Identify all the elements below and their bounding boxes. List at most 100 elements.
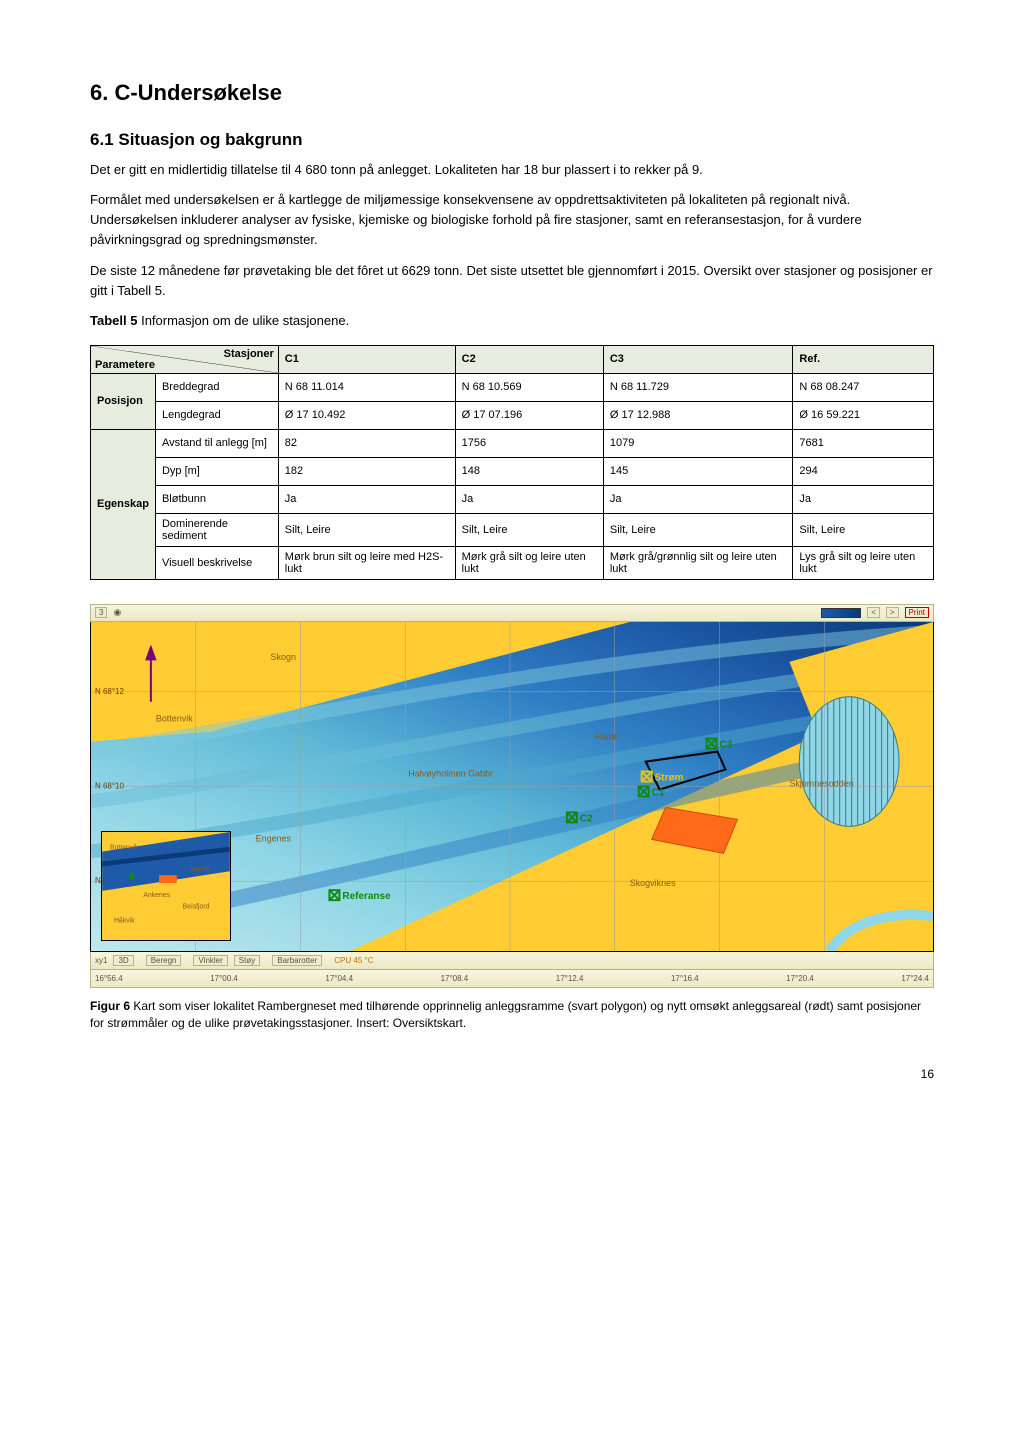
cell: 7681 — [793, 429, 934, 457]
cell: 182 — [278, 457, 455, 485]
cell: Mørk grå/grønnlig silt og leire uten luk… — [603, 546, 793, 579]
row-label: Dominerende sediment — [155, 513, 278, 546]
cell: Mørk brun silt og leire med H2S-lukt — [278, 546, 455, 579]
cell: Ja — [455, 485, 603, 513]
cell: Ja — [278, 485, 455, 513]
toolbar-bullet-icon: ◉ — [113, 607, 121, 618]
svg-text:C2: C2 — [580, 813, 593, 824]
svg-text:C1: C1 — [652, 787, 665, 798]
svg-text:N 68°12: N 68°12 — [95, 687, 124, 696]
table-row: Lengdegrad Ø 17 10.492 Ø 17 07.196 Ø 17 … — [91, 401, 934, 429]
cell: Silt, Leire — [278, 513, 455, 546]
cell: 1756 — [455, 429, 603, 457]
col-header: C3 — [603, 345, 793, 373]
table-caption: Tabell 5 Informasjon om de ulike stasjon… — [90, 311, 934, 331]
svg-text:Håkvik: Håkvik — [114, 916, 135, 924]
row-label: Lengdegrad — [155, 401, 278, 429]
cell: 294 — [793, 457, 934, 485]
body-para: Formålet med undersøkelsen er å kartlegg… — [90, 190, 934, 250]
map-toolbar: 3 ◉ < > Print — [90, 604, 934, 622]
col-header: C1 — [278, 345, 455, 373]
cell: 145 — [603, 457, 793, 485]
table-caption-prefix: Tabell 5 — [90, 313, 137, 328]
cell: Silt, Leire — [793, 513, 934, 546]
svg-text:Skogn: Skogn — [271, 652, 296, 662]
cell: Ø 16 59.221 — [793, 401, 934, 429]
table-row: Stasjoner Parametere C1 C2 C3 Ref. — [91, 345, 934, 373]
depth-legend-icon — [821, 608, 861, 618]
lon-tick: 16°56.4 — [95, 974, 123, 983]
status-xy: xy1 — [95, 956, 107, 965]
lon-tick: 17°12.4 — [556, 974, 584, 983]
cell: Silt, Leire — [455, 513, 603, 546]
lon-tick: 17°16.4 — [671, 974, 699, 983]
svg-text:C3: C3 — [720, 740, 733, 751]
row-label: Dyp [m] — [155, 457, 278, 485]
svg-text:Beisfjord: Beisfjord — [183, 904, 210, 911]
row-label: Bløtbunn — [155, 485, 278, 513]
svg-text:Ankenes: Ankenes — [143, 892, 170, 899]
table-row: Egenskap Avstand til anlegg [m] 82 1756 … — [91, 429, 934, 457]
status-chip[interactable]: Støy — [234, 955, 260, 966]
svg-text:Strøm: Strøm — [655, 773, 684, 784]
status-chip[interactable]: Vinkler — [193, 955, 227, 966]
lon-tick: 17°24.4 — [901, 974, 929, 983]
lon-tick: 17°08.4 — [441, 974, 469, 983]
svg-text:Bottenvik: Bottenvik — [110, 845, 139, 852]
lon-tick: 17°00.4 — [210, 974, 238, 983]
row-label: Avstand til anlegg [m] — [155, 429, 278, 457]
cell: 1079 — [603, 429, 793, 457]
row-group: Posisjon — [91, 373, 156, 429]
cell: Ø 17 12.988 — [603, 401, 793, 429]
cell: N 68 08.247 — [793, 373, 934, 401]
col-header: Ref. — [793, 345, 934, 373]
svg-text:Hamn: Hamn — [595, 732, 619, 742]
toolbar-zoom[interactable]: 3 — [95, 607, 107, 618]
inset-map: Bottenvik Narvik Ankenes Beisfjord Håkvi… — [101, 831, 231, 941]
body-para: Det er gitt en midlertidig tillatelse ti… — [90, 160, 934, 180]
lon-tick: 17°04.4 — [325, 974, 353, 983]
map-lon-ticks: 16°56.4 17°00.4 17°04.4 17°08.4 17°12.4 … — [90, 970, 934, 988]
row-label: Breddegrad — [155, 373, 278, 401]
cell: Ja — [603, 485, 793, 513]
cell: 148 — [455, 457, 603, 485]
lon-tick: 17°20.4 — [786, 974, 814, 983]
section-heading: 6.1 Situasjon og bakgrunn — [90, 130, 934, 150]
table-row: Bløtbunn Ja Ja Ja Ja — [91, 485, 934, 513]
cell: Ja — [793, 485, 934, 513]
page-title: 6. C-Undersøkelse — [90, 80, 934, 106]
cell: 82 — [278, 429, 455, 457]
svg-text:N 68°10: N 68°10 — [95, 781, 124, 790]
cell: N 68 11.729 — [603, 373, 793, 401]
cell: N 68 10.569 — [455, 373, 603, 401]
svg-text:Skogviknes: Skogviknes — [630, 878, 676, 888]
cell: Lys grå silt og leire uten lukt — [793, 546, 934, 579]
table-caption-text: Informasjon om de ulike stasjonene. — [141, 313, 349, 328]
figure-caption: Figur 6 Kart som viser lokalitet Ramberg… — [90, 998, 934, 1033]
table-row: Dominerende sediment Silt, Leire Silt, L… — [91, 513, 934, 546]
status-chip[interactable]: Barbarotter — [272, 955, 322, 966]
col-header: C2 — [455, 345, 603, 373]
figure-caption-text: Kart som viser lokalitet Rambergneset me… — [90, 999, 921, 1030]
map-figure: 3 ◉ < > Print — [90, 604, 934, 988]
cell: Silt, Leire — [603, 513, 793, 546]
svg-text:Engenes: Engenes — [256, 833, 292, 843]
svg-text:Referanse: Referanse — [342, 891, 391, 902]
toolbar-prev[interactable]: < — [867, 607, 880, 618]
status-cpu: CPU 45 °C — [334, 956, 373, 965]
diag-label: Parametere — [95, 359, 155, 371]
body-para: De siste 12 månedene før prøvetaking ble… — [90, 261, 934, 301]
table-row: Dyp [m] 182 148 145 294 — [91, 457, 934, 485]
figure-caption-insert: Insert: Oversiktskart. — [356, 1016, 466, 1030]
stations-table: Stasjoner Parametere C1 C2 C3 Ref. Posis… — [90, 345, 934, 580]
cell: Ø 17 10.492 — [278, 401, 455, 429]
status-chip[interactable]: Beregn — [146, 955, 182, 966]
cell: Ø 17 07.196 — [455, 401, 603, 429]
status-3d[interactable]: 3D — [113, 955, 133, 966]
diag-label: Stasjoner — [224, 348, 274, 360]
row-label: Visuell beskrivelse — [155, 546, 278, 579]
table-row: Visuell beskrivelse Mørk brun silt og le… — [91, 546, 934, 579]
toolbar-print[interactable]: Print — [905, 607, 929, 618]
nautical-map[interactable]: N 68°12 N 68°10 N 68°08 C1C2C3ReferanseS… — [90, 622, 934, 952]
toolbar-next[interactable]: > — [886, 607, 899, 618]
